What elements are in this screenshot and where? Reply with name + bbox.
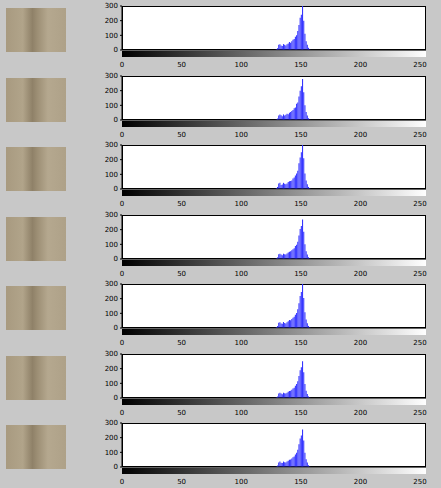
svg-text:50: 50 xyxy=(177,269,186,277)
svg-text:0: 0 xyxy=(114,116,118,124)
svg-text:100: 100 xyxy=(235,130,248,138)
svg-text:150: 150 xyxy=(294,200,307,208)
svg-text:50: 50 xyxy=(177,408,186,416)
svg-text:100: 100 xyxy=(105,240,118,248)
svg-text:200: 200 xyxy=(354,61,367,69)
svg-text:50: 50 xyxy=(177,339,186,347)
svg-text:100: 100 xyxy=(105,449,118,457)
svg-text:0: 0 xyxy=(120,269,124,277)
svg-text:0: 0 xyxy=(114,463,118,471)
svg-text:200: 200 xyxy=(105,434,118,442)
svg-text:200: 200 xyxy=(105,17,118,25)
svg-text:100: 100 xyxy=(235,339,248,347)
svg-text:250: 250 xyxy=(413,478,426,486)
svg-text:200: 200 xyxy=(105,226,118,234)
svg-text:200: 200 xyxy=(105,365,118,373)
svg-text:200: 200 xyxy=(105,156,118,164)
svg-text:150: 150 xyxy=(294,339,307,347)
svg-text:100: 100 xyxy=(105,101,118,109)
svg-text:0: 0 xyxy=(120,61,124,69)
svg-text:100: 100 xyxy=(105,171,118,179)
svg-text:200: 200 xyxy=(354,269,367,277)
svg-text:100: 100 xyxy=(235,478,248,486)
svg-text:300: 300 xyxy=(105,350,118,358)
svg-text:100: 100 xyxy=(105,379,118,387)
svg-text:150: 150 xyxy=(294,408,307,416)
svg-text:100: 100 xyxy=(105,32,118,40)
svg-text:200: 200 xyxy=(354,200,367,208)
svg-text:200: 200 xyxy=(354,339,367,347)
svg-text:200: 200 xyxy=(354,408,367,416)
svg-text:250: 250 xyxy=(413,339,426,347)
svg-text:0: 0 xyxy=(114,324,118,332)
svg-text:0: 0 xyxy=(120,200,124,208)
svg-text:250: 250 xyxy=(413,200,426,208)
svg-text:100: 100 xyxy=(235,408,248,416)
svg-text:0: 0 xyxy=(114,255,118,263)
svg-text:300: 300 xyxy=(105,280,118,288)
svg-text:0: 0 xyxy=(120,408,124,416)
svg-text:0: 0 xyxy=(114,185,118,193)
svg-text:300: 300 xyxy=(105,2,118,10)
svg-text:0: 0 xyxy=(120,339,124,347)
svg-text:0: 0 xyxy=(120,478,124,486)
svg-text:0: 0 xyxy=(120,130,124,138)
svg-text:300: 300 xyxy=(105,211,118,219)
svg-text:50: 50 xyxy=(177,130,186,138)
svg-text:150: 150 xyxy=(294,61,307,69)
svg-text:250: 250 xyxy=(413,269,426,277)
svg-text:250: 250 xyxy=(413,61,426,69)
svg-text:100: 100 xyxy=(235,269,248,277)
svg-text:150: 150 xyxy=(294,478,307,486)
svg-text:0: 0 xyxy=(114,394,118,402)
svg-text:200: 200 xyxy=(354,130,367,138)
svg-text:200: 200 xyxy=(105,295,118,303)
svg-text:0: 0 xyxy=(114,46,118,54)
svg-text:250: 250 xyxy=(413,408,426,416)
svg-text:50: 50 xyxy=(177,61,186,69)
svg-text:150: 150 xyxy=(294,269,307,277)
svg-text:300: 300 xyxy=(105,419,118,427)
svg-text:300: 300 xyxy=(105,72,118,80)
svg-text:200: 200 xyxy=(105,87,118,95)
svg-text:300: 300 xyxy=(105,141,118,149)
svg-text:50: 50 xyxy=(177,478,186,486)
svg-text:100: 100 xyxy=(105,310,118,318)
svg-text:250: 250 xyxy=(413,130,426,138)
svg-text:200: 200 xyxy=(354,478,367,486)
svg-text:150: 150 xyxy=(294,130,307,138)
svg-text:100: 100 xyxy=(235,61,248,69)
svg-text:50: 50 xyxy=(177,200,186,208)
svg-text:100: 100 xyxy=(235,200,248,208)
